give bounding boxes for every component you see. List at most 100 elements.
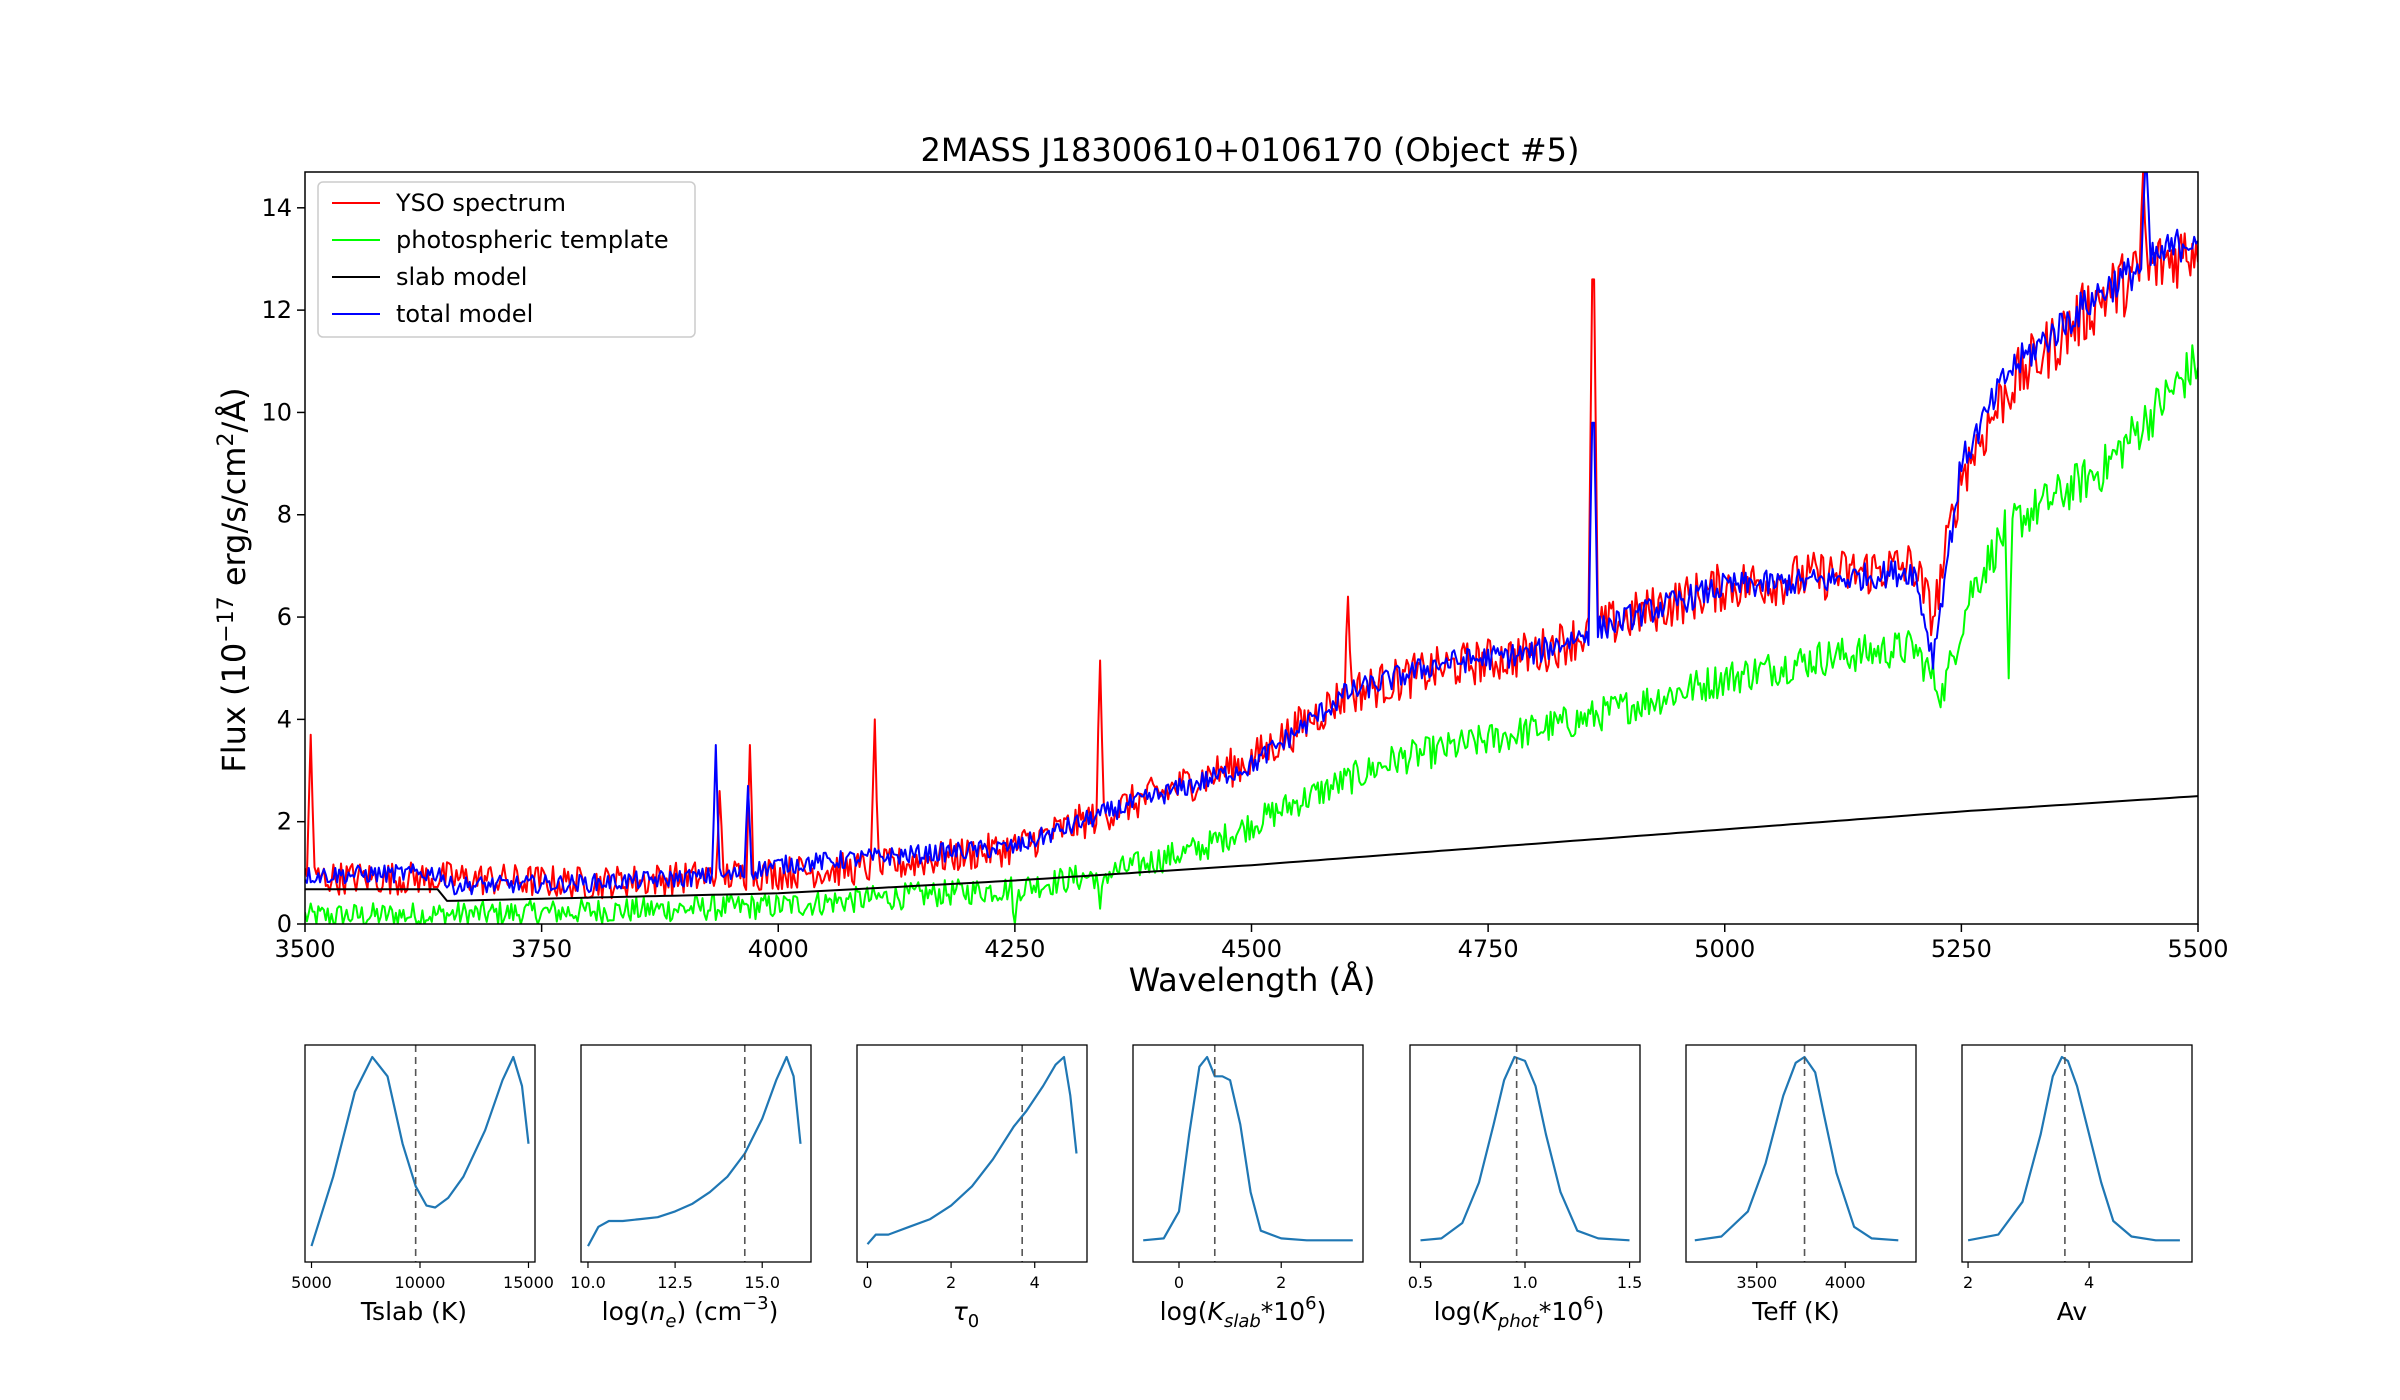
y-tick-label: 6 — [277, 603, 292, 631]
label-part: ) (cm — [676, 1297, 742, 1326]
panel-2-xlabel: log(ne) (cm−3) — [602, 1293, 779, 1332]
legend-label-photospheric: photospheric template — [396, 226, 669, 254]
main-spectrum-plot: 3500 3750 4000 4250 4500 4750 5000 5250 5500 0 2 4 6… — [261, 171, 2229, 963]
series-line-photospheric-template — [305, 344, 2198, 924]
panel-frame — [1132, 1044, 1364, 1263]
panel-7-xlabel: Av — [2057, 1297, 2088, 1326]
panel-x-tick-label: 0 — [1174, 1273, 1184, 1292]
x-tick-label: 4250 — [984, 935, 1045, 963]
series-line-slab-model — [305, 795, 2198, 902]
panel-x-tick-label: 10000 — [395, 1273, 446, 1292]
label-part: ) — [1595, 1297, 1605, 1326]
y-tick-label: 0 — [277, 910, 292, 938]
label-subscript: slab — [1224, 1311, 1261, 1332]
posterior-panel-1: 5000 10000 15000 — [291, 1044, 554, 1292]
y-tick-label: 14 — [261, 194, 292, 222]
series-line-yso-spectrum — [305, 172, 2198, 900]
legend-label-total: total model — [396, 300, 533, 328]
panel-x-tick-label: 2 — [1276, 1273, 1286, 1292]
label-subscript: phot — [1497, 1311, 1540, 1332]
panel-frame — [580, 1044, 812, 1263]
label-part: K — [1208, 1297, 1227, 1326]
panel-x-tick-label: 0.5 — [1408, 1273, 1433, 1292]
legend-label-yso: YSO spectrum — [395, 189, 566, 217]
main-x-axis-label: Wavelength (Å) — [1129, 961, 1376, 999]
panel-x-tick-label: 4 — [1030, 1273, 1040, 1292]
posterior-curve — [1143, 1055, 1353, 1242]
panel-x-tick-label: 15000 — [503, 1273, 554, 1292]
posterior-panel-2: 10.0 12.5 15.0 — [570, 1044, 812, 1292]
x-tick-label: 4750 — [1458, 935, 1519, 963]
panel-x-tick-label: 10.0 — [570, 1273, 606, 1292]
panel-x-tick-label: 4 — [2084, 1273, 2094, 1292]
panel-x-tick-label: 4000 — [1825, 1273, 1866, 1292]
panel-x-tick-label: 2 — [946, 1273, 956, 1292]
panel-x-tick-label: 12.5 — [657, 1273, 693, 1292]
x-tick-label: 5500 — [2167, 935, 2228, 963]
x-tick-label: 3750 — [511, 935, 572, 963]
y-tick-label: 10 — [261, 398, 292, 426]
panel-x-tick-label: 1.5 — [1617, 1273, 1642, 1292]
ylabel-exponent: −17 — [214, 596, 239, 642]
panel-5-xlabel: log(Kphot*106) — [1434, 1293, 1605, 1332]
panel-x-tick-label: 15.0 — [744, 1273, 780, 1292]
panel-frame — [856, 1044, 1088, 1263]
panel-3-xlabel: τ0 — [953, 1297, 980, 1332]
x-tick-label: 4500 — [1221, 935, 1282, 963]
x-tick-label: 5000 — [1694, 935, 1755, 963]
panel-1-xlabel: Tslab (K) — [360, 1297, 467, 1326]
panel-x-tick-label: 1.0 — [1512, 1273, 1537, 1292]
posterior-curve — [310, 1055, 530, 1247]
panel-frame — [1685, 1044, 1917, 1263]
posterior-panel-6: 3500 4000 — [1685, 1044, 1917, 1292]
label-subscript: e — [665, 1311, 676, 1332]
label-part: ) — [769, 1297, 779, 1326]
ylabel-part: /Å) — [215, 387, 253, 432]
legend: YSO spectrum photospheric template slab … — [317, 181, 696, 338]
posterior-panel-3: 0 2 4 — [856, 1044, 1088, 1292]
ylabel-part: erg/s/cm — [215, 447, 253, 597]
x-tick-label: 5250 — [1931, 935, 1992, 963]
panel-x-tick-label: 2 — [1963, 1273, 1973, 1292]
x-tick-label: 3500 — [274, 935, 335, 963]
label-part: log( — [1434, 1297, 1482, 1326]
label-subscript: 0 — [968, 1311, 979, 1332]
posterior-curve — [587, 1055, 802, 1247]
label-superscript: −3 — [742, 1293, 769, 1314]
panel-x-tick-label: 5000 — [291, 1273, 332, 1292]
x-tick-label: 4000 — [748, 935, 809, 963]
label-part: ) — [1317, 1297, 1327, 1326]
y-tick-label: 4 — [277, 705, 292, 733]
label-superscript: 6 — [1583, 1293, 1594, 1314]
legend-label-slab: slab model — [396, 263, 527, 291]
posterior-curve — [1420, 1055, 1630, 1242]
main-chart-title: 2MASS J18300610+0106170 (Object #5) — [921, 131, 1580, 169]
panel-4-xlabel: log(Kslab*106) — [1160, 1293, 1327, 1332]
label-part: log( — [602, 1297, 650, 1326]
ylabel-part: Flux (10 — [215, 643, 253, 773]
label-part: *10 — [1261, 1297, 1305, 1326]
y-tick-label: 12 — [261, 296, 292, 324]
posterior-panel-5: 0.5 1.0 1.5 — [1408, 1044, 1642, 1292]
panel-frame — [1961, 1044, 2193, 1263]
main-y-axis-label: Flux (10−17 erg/s/cm2/Å) — [214, 387, 253, 772]
posterior-curve — [866, 1055, 1078, 1245]
panel-x-tick-label: 3500 — [1736, 1273, 1777, 1292]
y-tick-label: 2 — [277, 808, 292, 836]
legend-box — [317, 181, 696, 338]
label-part: n — [650, 1297, 666, 1326]
label-part: K — [1482, 1297, 1501, 1326]
panel-6-xlabel: Teff (K) — [1751, 1297, 1839, 1326]
ylabel-exponent: 2 — [214, 433, 239, 447]
posterior-curve — [1967, 1055, 2180, 1242]
series-line-total-model — [305, 172, 2198, 896]
label-superscript: 6 — [1305, 1293, 1316, 1314]
label-part: τ — [953, 1297, 969, 1326]
panel-x-tick-label: 0 — [862, 1273, 872, 1292]
label-part: *10 — [1539, 1297, 1583, 1326]
y-tick-label: 8 — [277, 501, 292, 529]
label-part: log( — [1160, 1297, 1208, 1326]
